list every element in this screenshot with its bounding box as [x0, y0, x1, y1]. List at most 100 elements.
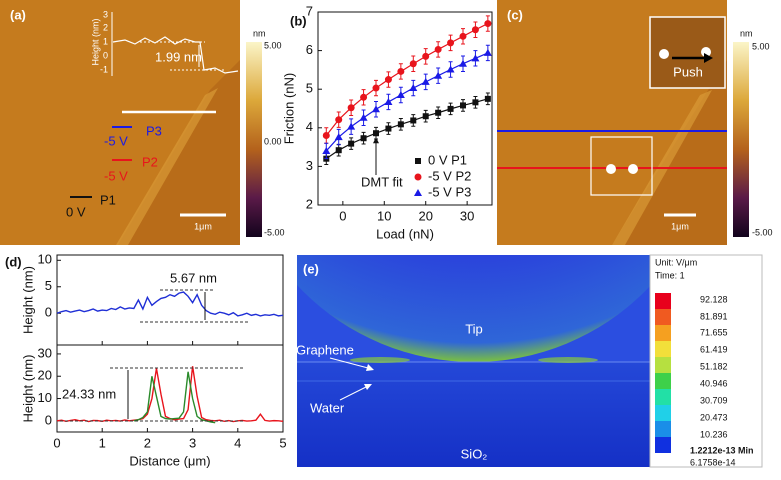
- marker: [335, 116, 343, 124]
- panel-label: (b): [290, 13, 307, 28]
- x-tick-label: 30: [460, 208, 474, 223]
- marker: [434, 71, 443, 79]
- inset-tick: 2: [103, 22, 108, 32]
- annotation: DMT fit: [361, 174, 403, 189]
- marker: [384, 97, 393, 105]
- point-label: P3: [146, 123, 162, 138]
- y-tick-label: 6: [306, 42, 313, 57]
- marker: [348, 140, 355, 147]
- marker: [385, 125, 392, 132]
- marker: [414, 189, 422, 196]
- marker: [421, 77, 430, 85]
- y-axis-label: Height (nm): [20, 355, 35, 423]
- marker: [422, 52, 430, 60]
- marker: [360, 135, 367, 142]
- region-label: Tip: [465, 321, 483, 336]
- marker: [459, 59, 467, 67]
- y-tick-label: 5: [306, 81, 313, 96]
- plot-frame: [56, 254, 284, 346]
- plot-frame: [317, 11, 493, 206]
- marker: [372, 84, 380, 92]
- colorbar-unit: nm: [740, 28, 753, 38]
- annotation-arrow-head: [373, 137, 379, 144]
- scale-bar: 1μm: [194, 221, 212, 231]
- x-axis-label: Distance (μm): [129, 453, 210, 468]
- legend-value: 30.709: [700, 395, 728, 405]
- x-tick-label: 10: [377, 208, 391, 223]
- y-tick-label: 2: [306, 196, 313, 211]
- inset-ylabel: Height (nm): [90, 18, 100, 65]
- colorbar-unit: nm: [253, 28, 266, 38]
- legend-value: 10.236: [700, 429, 728, 439]
- marker: [415, 158, 421, 164]
- inset-tick: 1: [103, 36, 108, 46]
- inset-tick: 3: [103, 9, 108, 19]
- legend-time: Time: 1: [655, 270, 685, 280]
- y-tick-label: 20: [38, 368, 52, 383]
- plot-frame: [56, 344, 284, 433]
- point-label: P1: [100, 192, 116, 207]
- profile-line: [56, 291, 284, 317]
- marker: [447, 39, 455, 47]
- legend-label: -5 V P3: [428, 184, 471, 199]
- profile-line: [133, 371, 216, 424]
- x-axis-label: Load (nN): [376, 226, 434, 241]
- voltage-label: -5 V: [104, 133, 128, 148]
- marker: [422, 113, 429, 120]
- marker: [322, 146, 331, 154]
- scale-bar: 1μm: [671, 221, 689, 231]
- x-tick-label: 1: [99, 435, 106, 450]
- panel-label: (d): [5, 254, 22, 269]
- x-tick-label: 20: [418, 208, 432, 223]
- inset-annotation: 1.99 nm: [155, 49, 202, 64]
- y-tick-label: 3: [306, 158, 313, 173]
- y-tick-label: 0: [45, 305, 52, 320]
- marker: [460, 102, 466, 109]
- x-tick-label: 0: [53, 435, 60, 450]
- inset-tick: -1: [100, 64, 108, 74]
- legend-value: 1.2212e-13 Min: [690, 445, 754, 455]
- y-axis-label: Friction (nN): [281, 73, 296, 145]
- point-label: P2: [142, 154, 158, 169]
- marker: [384, 76, 392, 84]
- marker: [396, 90, 405, 98]
- voltage-label: -5 V: [104, 168, 128, 183]
- region-label: Water: [310, 400, 345, 415]
- marker: [471, 54, 480, 62]
- marker: [471, 26, 479, 34]
- x-tick-label: 0: [339, 208, 346, 223]
- marker: [435, 109, 442, 116]
- region-label: Graphene: [296, 342, 354, 357]
- legend-value: 51.182: [700, 361, 728, 371]
- y-tick-label: 7: [306, 3, 313, 18]
- x-tick-label: 5: [279, 435, 286, 450]
- y-tick-label: 30: [38, 345, 52, 360]
- y-tick-label: 10: [38, 390, 52, 405]
- annotation: 5.67 nm: [170, 270, 217, 285]
- panel-label: (c): [507, 7, 523, 22]
- colorbar-tick: 5.00: [752, 41, 770, 51]
- marker: [446, 65, 455, 73]
- marker: [334, 133, 343, 141]
- marker: [472, 99, 479, 106]
- legend-value: 20.473: [700, 412, 728, 422]
- legend-value: 92.128: [700, 294, 728, 304]
- legend-unit: Unit: V/μm: [655, 257, 697, 267]
- x-tick-label: 3: [189, 435, 196, 450]
- panel-label: (e): [303, 261, 319, 276]
- marker: [347, 104, 355, 112]
- region-label: SiO₂: [461, 446, 488, 461]
- legend-value: 81.891: [700, 311, 728, 321]
- inset-tick: 0: [103, 50, 108, 60]
- y-tick-label: 10: [38, 252, 52, 267]
- marker: [335, 147, 342, 154]
- colorbar-tick: 5.00: [264, 40, 282, 50]
- legend-value: 71.655: [700, 327, 728, 337]
- marker: [409, 84, 418, 92]
- colorbar-tick: -5.00: [752, 227, 773, 237]
- x-tick-label: 4: [234, 435, 241, 450]
- marker: [459, 32, 467, 40]
- marker: [410, 117, 417, 124]
- legend-value: 61.419: [700, 344, 728, 354]
